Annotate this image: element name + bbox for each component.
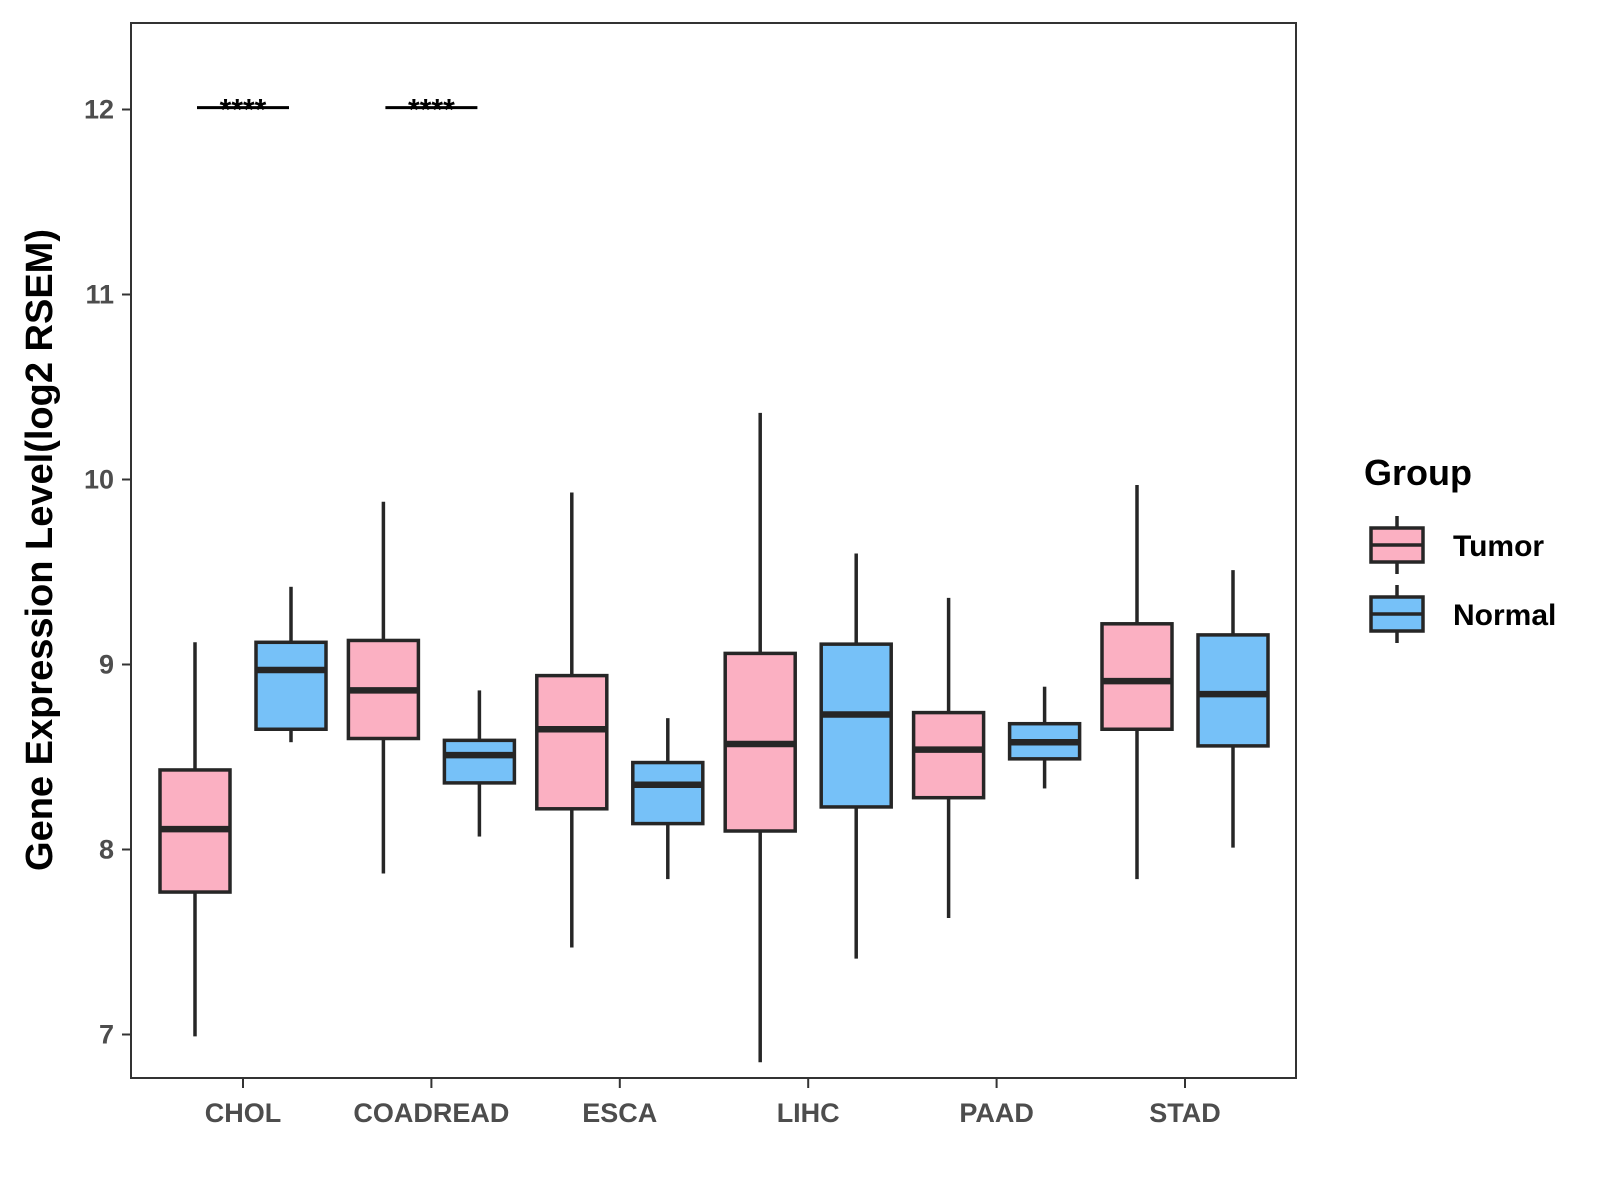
- x-tick-label-paad: PAAD: [959, 1098, 1034, 1128]
- box-body: [1196, 633, 1270, 748]
- y-tick-label: 7: [99, 1020, 114, 1050]
- box-tumor-esca: [535, 492, 609, 948]
- legend-title: Group: [1364, 452, 1472, 493]
- legend-label: Tumor: [1453, 530, 1544, 563]
- x-tick-label-stad: STAD: [1149, 1098, 1221, 1128]
- y-tick-label: 10: [84, 465, 114, 495]
- legend-item-tumor: Tumor: [1369, 516, 1544, 574]
- plot-panel: [130, 22, 1297, 1079]
- box-normal-esca: [631, 718, 705, 880]
- significance-label: ****: [220, 94, 267, 127]
- x-tick-label-chol: CHOL: [205, 1098, 282, 1128]
- x-tick-label-esca: ESCA: [582, 1098, 657, 1128]
- significance-label: ****: [408, 94, 455, 127]
- significance-annotations: **** ****: [197, 94, 478, 127]
- box-normal-lihc: [819, 553, 893, 959]
- y-tick-label: 9: [99, 650, 114, 680]
- box-normal-stad: [1196, 570, 1270, 848]
- y-tick-label: 11: [85, 280, 114, 310]
- legend: Group Tumor Normal: [1364, 452, 1556, 643]
- box-tumor-chol: [158, 642, 232, 1037]
- box-tumor-coadread: [346, 501, 421, 874]
- x-axis: CHOL COADREAD ESCA LIHC PAAD STAD: [205, 1078, 1221, 1128]
- y-axis-title: Gene Expression Level(log2 RSEM): [19, 229, 61, 871]
- box-tumor-lihc: [723, 412, 797, 1063]
- box-body: [254, 640, 328, 731]
- box-body: [819, 642, 893, 809]
- box-normal-coadread: [442, 690, 517, 837]
- x-tick-label-lihc: LIHC: [777, 1098, 840, 1128]
- series-normal: [254, 553, 1270, 959]
- box-normal-paad: [1007, 686, 1082, 789]
- legend-label: Normal: [1453, 599, 1556, 632]
- box-tumor-stad: [1100, 485, 1174, 880]
- y-tick-label: 8: [99, 835, 114, 865]
- significance-coadread: ****: [385, 94, 478, 127]
- box-series: [158, 412, 1270, 1063]
- y-axis: 7 8 9 10 11 12: [84, 95, 131, 1050]
- series-tumor: [158, 412, 1174, 1063]
- box-body: [631, 760, 705, 826]
- y-tick-label: 12: [84, 95, 114, 125]
- x-tick-label-coadread: COADREAD: [353, 1098, 509, 1128]
- box-normal-chol: [254, 586, 328, 743]
- box-tumor-paad: [911, 597, 986, 918]
- box-body: [911, 710, 986, 800]
- legend-item-normal: Normal: [1369, 585, 1556, 643]
- box-body: [1100, 622, 1174, 731]
- significance-chol: ****: [197, 94, 289, 127]
- box-body: [442, 738, 517, 785]
- box-body: [535, 673, 609, 811]
